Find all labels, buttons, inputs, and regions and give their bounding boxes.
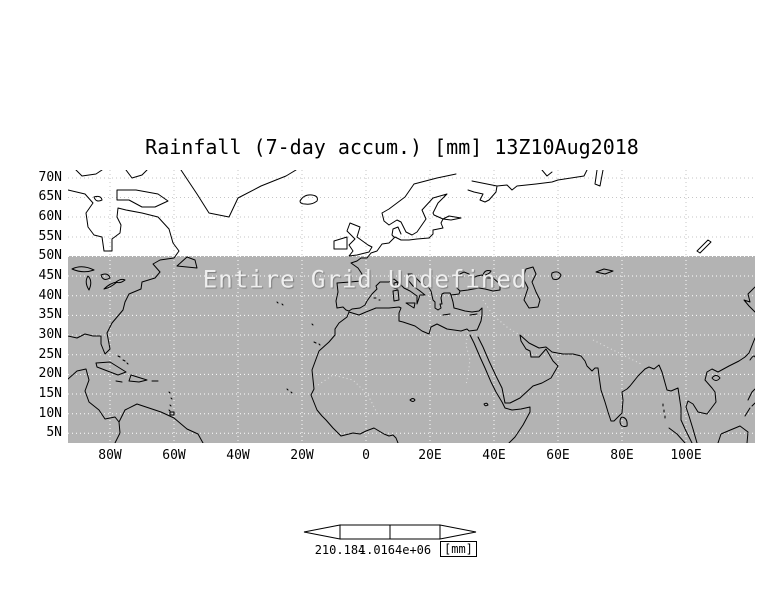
lat-tick-label: 15N [38, 386, 62, 401]
lon-tick-label: 100E [670, 448, 702, 463]
lon-tick-label: 20E [418, 448, 442, 463]
lat-tick-label: 70N [38, 170, 62, 185]
lon-tick-label: 60W [162, 448, 186, 463]
lat-tick-label: 30N [38, 327, 62, 342]
lon-tick-label: 0 [362, 448, 370, 463]
lat-tick-label: 50N [38, 248, 62, 263]
colorbar-units-label: [mm] [440, 541, 477, 557]
colorbar-labels: 210.184 1.0164e+06 [mm] [270, 541, 550, 565]
coastlines-asia [467, 170, 755, 443]
longitude-axis: 80W 60W 40W 20W 0 20E 40E 60E 80E 100E [68, 448, 755, 464]
lat-tick-label: 45N [38, 268, 62, 283]
coastlines-eurafrica [310, 173, 501, 443]
lat-tick-label: 60N [38, 209, 62, 224]
coastlines [68, 170, 755, 443]
graticule-upper [68, 170, 755, 256]
coastlines-islands [276, 281, 478, 394]
undefined-grid-shading [68, 256, 755, 443]
coastlines-americas [68, 170, 318, 443]
colorbar-left-arrow [303, 524, 341, 540]
lat-tick-label: 20N [38, 366, 62, 381]
lat-tick-label: 35N [38, 307, 62, 322]
plot-title: Rainfall (7-day accum.) [mm] 13Z10Aug201… [145, 135, 639, 159]
river-lines [317, 274, 644, 416]
undefined-grid-message: Entire Grid Undefined [202, 265, 528, 294]
lat-tick-label: 5N [46, 425, 62, 440]
lon-tick-label: 80E [610, 448, 634, 463]
colorbar-max-label: 1.0164e+06 [358, 543, 432, 557]
lon-tick-label: 40E [482, 448, 506, 463]
map-canvas [68, 170, 755, 443]
lat-tick-label: 10N [38, 406, 62, 421]
lat-tick-label: 40N [38, 288, 62, 303]
map-plot-area: Entire Grid Undefined [68, 170, 755, 443]
lon-tick-label: 60E [546, 448, 570, 463]
colorbar [303, 524, 477, 540]
colorbar-min-label: 210.184 [314, 543, 366, 557]
colorbar-right-arrow [439, 524, 477, 540]
lon-tick-label: 80W [98, 448, 122, 463]
lat-tick-label: 25N [38, 347, 62, 362]
lat-tick-label: 55N [38, 229, 62, 244]
lon-tick-label: 20W [290, 448, 314, 463]
lat-tick-label: 65N [38, 189, 62, 204]
latitude-axis: 70N 65N 60N 55N 50N 45N 40N 35N 30N 25N … [26, 170, 64, 443]
lon-tick-label: 40W [226, 448, 250, 463]
